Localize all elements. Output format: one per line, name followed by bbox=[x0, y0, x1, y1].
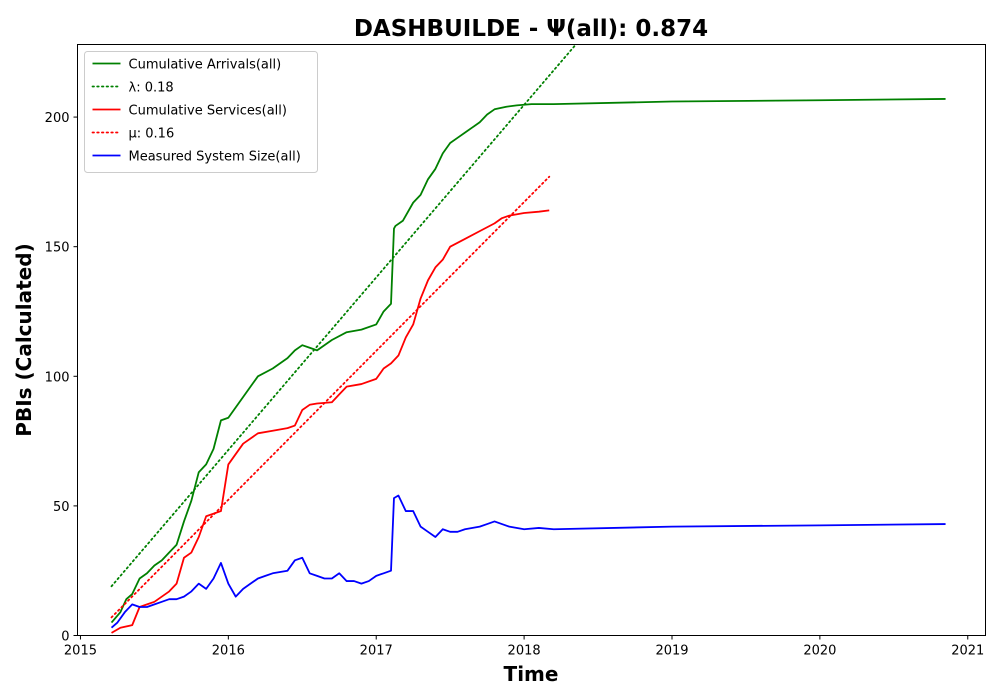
x-tick-label: 2020 bbox=[803, 644, 836, 659]
legend-label: Cumulative Arrivals(all) bbox=[129, 58, 282, 73]
plot-frame bbox=[77, 44, 986, 636]
x-tick-label: 2015 bbox=[64, 644, 97, 659]
x-axis-label: Time bbox=[504, 662, 559, 686]
y-tick-label: 50 bbox=[53, 500, 70, 515]
x-tick-label: 2016 bbox=[212, 644, 245, 659]
y-axis-label: PBIs (Calculated) bbox=[12, 243, 36, 436]
x-tick-label: 2019 bbox=[655, 644, 688, 659]
y-tick-label: 100 bbox=[45, 370, 70, 385]
y-axis: 0 50 100 150 200 bbox=[45, 111, 78, 645]
legend-box bbox=[84, 51, 318, 173]
legend-label: Cumulative Services(all) bbox=[129, 104, 287, 119]
y-tick-label: 150 bbox=[45, 241, 70, 256]
series-line-4 bbox=[110, 175, 551, 619]
x-tick-label: 2018 bbox=[508, 644, 541, 659]
series-line-2 bbox=[110, 44, 577, 588]
x-tick-label: 2021 bbox=[951, 644, 984, 659]
y-tick-label: 200 bbox=[45, 111, 70, 126]
x-tick-label: 2017 bbox=[360, 644, 393, 659]
legend-label: λ: 0.18 bbox=[129, 81, 174, 96]
y-tick-label: 0 bbox=[61, 630, 69, 645]
chart-title: DASHBUILDE - Ψ(all): 0.874 bbox=[354, 16, 708, 42]
series-line-1 bbox=[110, 98, 946, 624]
legend-label: Measured System Size(all) bbox=[129, 150, 301, 165]
legend: Cumulative Arrivals(all) λ: 0.18 Cumulativ… bbox=[84, 51, 318, 173]
series-line-5 bbox=[110, 494, 946, 629]
plot-area bbox=[110, 44, 946, 634]
x-axis: 2015 2016 2017 2018 2019 2020 2021 bbox=[64, 635, 984, 659]
legend-label: μ: 0.16 bbox=[129, 127, 175, 142]
